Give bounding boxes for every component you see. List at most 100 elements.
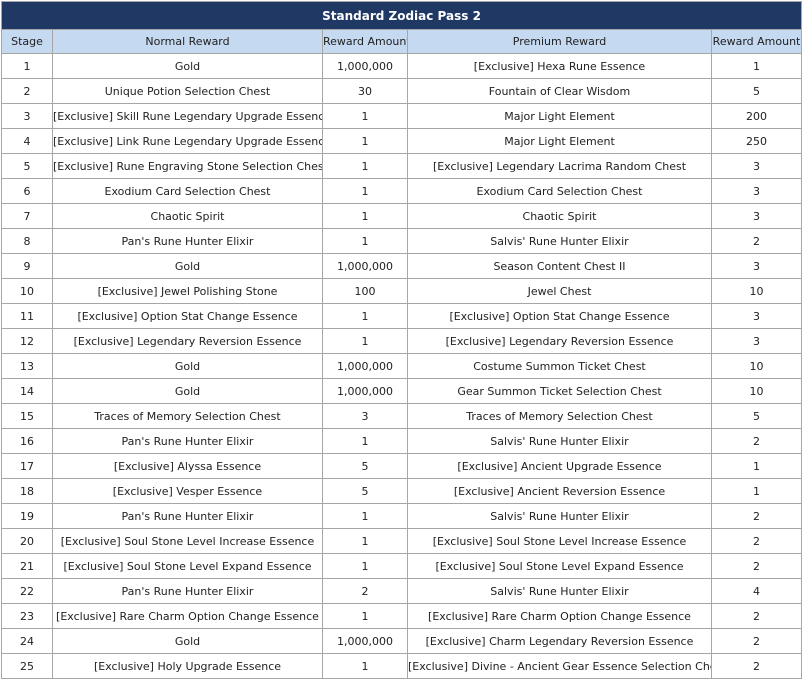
table-cell: 30	[322, 78, 408, 104]
table-cell: Unique Potion Selection Chest	[52, 78, 323, 104]
table-cell: 1	[322, 603, 408, 629]
table-cell: 1	[322, 653, 408, 679]
table-body: 1 Gold 1,000,000 [Exclusive] Hexa Rune Esse…	[1, 53, 802, 679]
table-cell: 21	[1, 553, 53, 579]
table-cell: [Exclusive] Legendary Reversion Essence	[52, 328, 323, 354]
table-cell: Jewel Chest	[407, 278, 712, 304]
table-cell: Pan's Rune Hunter Elixir	[52, 503, 323, 529]
table-cell: 5	[710, 78, 802, 104]
table-cell: 1	[322, 128, 408, 154]
table-cell: 10	[710, 353, 802, 379]
table-cell: Season Content Chest II	[407, 253, 712, 279]
table-cell: 25	[1, 653, 53, 679]
table-cell: Salvis' Rune Hunter Elixir	[407, 428, 712, 454]
table-cell: Exodium Card Selection Chest	[52, 178, 323, 204]
table-cell: 1	[322, 553, 408, 579]
table-cell: [Exclusive] Link Rune Legendary Upgrade …	[52, 128, 323, 154]
table-cell: [Exclusive] Legendary Reversion Essence	[407, 328, 712, 354]
table-cell: 1	[710, 453, 802, 479]
table-cell: 2	[710, 428, 802, 454]
table-cell: Gold	[52, 53, 323, 79]
table-cell: 1,000,000	[322, 253, 408, 279]
table-cell: Salvis' Rune Hunter Elixir	[407, 503, 712, 529]
table-cell: Pan's Rune Hunter Elixir	[52, 428, 323, 454]
table-row: 12 [Exclusive] Legendary Reversion Essenc…	[1, 328, 802, 354]
table-row: 14 Gold 1,000,000 Gear Summon Ticket Select…	[1, 378, 802, 404]
table-row: 5 [Exclusive] Rune Engraving Stone Select…	[1, 153, 802, 179]
table-cell: [Exclusive] Skill Rune Legendary Upgrade…	[52, 103, 323, 129]
table-cell: 17	[1, 453, 53, 479]
table-cell: [Exclusive] Charm Legendary Reversion Es…	[407, 628, 712, 654]
table-cell: [Exclusive] Ancient Reversion Essence	[407, 478, 712, 504]
table-row: 13 Gold 1,000,000 Costume Summon Ticket Che…	[1, 353, 802, 379]
table-cell: Salvis' Rune Hunter Elixir	[407, 578, 712, 604]
table-row: 20 [Exclusive] Soul Stone Level Increase …	[1, 528, 802, 554]
table-cell: Pan's Rune Hunter Elixir	[52, 578, 323, 604]
header-cell: Stage	[1, 29, 53, 54]
table-cell: [Exclusive] Alyssa Essence	[52, 453, 323, 479]
table-cell: 200	[710, 103, 802, 129]
table-cell: 19	[1, 503, 53, 529]
table-row: 11 [Exclusive] Option Stat Change Essence…	[1, 303, 802, 329]
table-row: 10 [Exclusive] Jewel Polishing Stone 100 Je…	[1, 278, 802, 304]
table-cell: Gold	[52, 253, 323, 279]
table-cell: [Exclusive] Holy Upgrade Essence	[52, 653, 323, 679]
table-cell: Gold	[52, 628, 323, 654]
table-cell: 9	[1, 253, 53, 279]
table-cell: 8	[1, 228, 53, 254]
table-cell: 10	[1, 278, 53, 304]
table-row: 9 Gold 1,000,000 Season Content Chest II 3	[1, 253, 802, 279]
table-row: 8 Pan's Rune Hunter Elixir 1 Salvis' Rune H…	[1, 228, 802, 254]
table-cell: Pan's Rune Hunter Elixir	[52, 228, 323, 254]
table-cell: 23	[1, 603, 53, 629]
table-row: 19 Pan's Rune Hunter Elixir 1 Salvis' Rune …	[1, 503, 802, 529]
table-cell: 5	[322, 453, 408, 479]
table-cell: 1	[322, 503, 408, 529]
table-cell: 1	[322, 203, 408, 229]
table-cell: 22	[1, 578, 53, 604]
table-cell: 1	[322, 303, 408, 329]
table-cell: 3	[710, 153, 802, 179]
table-cell: 4	[1, 128, 53, 154]
table-title: Standard Zodiac Pass 2	[0, 1, 802, 30]
header-row: Stage Normal Reward Reward Amount Premium R…	[1, 29, 802, 54]
table-cell: 5	[710, 403, 802, 429]
table-row: 22 Pan's Rune Hunter Elixir 2 Salvis' Rune …	[1, 578, 802, 604]
table-cell: Major Light Element	[407, 103, 712, 129]
table-cell: [Exclusive] Rune Engraving Stone Selecti…	[52, 153, 323, 179]
table-cell: [Exclusive] Hexa Rune Essence	[407, 53, 712, 79]
table-cell: 24	[1, 628, 53, 654]
table-cell: 4	[710, 578, 802, 604]
table-cell: 15	[1, 403, 53, 429]
table-cell: Costume Summon Ticket Chest	[407, 353, 712, 379]
table-row: 16 Pan's Rune Hunter Elixir 1 Salvis' Rune …	[1, 428, 802, 454]
table-cell: Exodium Card Selection Chest	[407, 178, 712, 204]
header-cell: Reward Amount	[322, 29, 408, 54]
table-cell: 12	[1, 328, 53, 354]
table-cell: 1,000,000	[322, 353, 408, 379]
table-cell: 100	[322, 278, 408, 304]
table-cell: 2	[322, 578, 408, 604]
table-cell: [Exclusive] Ancient Upgrade Essence	[407, 453, 712, 479]
table-cell: Gold	[52, 378, 323, 404]
table-cell: 13	[1, 353, 53, 379]
table-row: 1 Gold 1,000,000 [Exclusive] Hexa Rune Esse…	[1, 53, 802, 79]
table-cell: 3	[710, 253, 802, 279]
table-cell: 2	[710, 653, 802, 679]
table-cell: 2	[710, 528, 802, 554]
table-cell: 250	[710, 128, 802, 154]
table-row: 21 [Exclusive] Soul Stone Level Expand Es…	[1, 553, 802, 579]
table-cell: 1,000,000	[322, 378, 408, 404]
table-cell: Major Light Element	[407, 128, 712, 154]
table-cell: 5	[1, 153, 53, 179]
table-cell: 1	[710, 53, 802, 79]
header-cell: Reward Amount	[710, 29, 802, 54]
table-cell: 20	[1, 528, 53, 554]
table-row: 23 [Exclusive] Rare Charm Option Change E…	[1, 603, 802, 629]
table-cell: [Exclusive] Vesper Essence	[52, 478, 323, 504]
table-cell: 2	[710, 503, 802, 529]
table-cell: Chaotic Spirit	[407, 203, 712, 229]
table-cell: 18	[1, 478, 53, 504]
table-cell: 1	[710, 478, 802, 504]
